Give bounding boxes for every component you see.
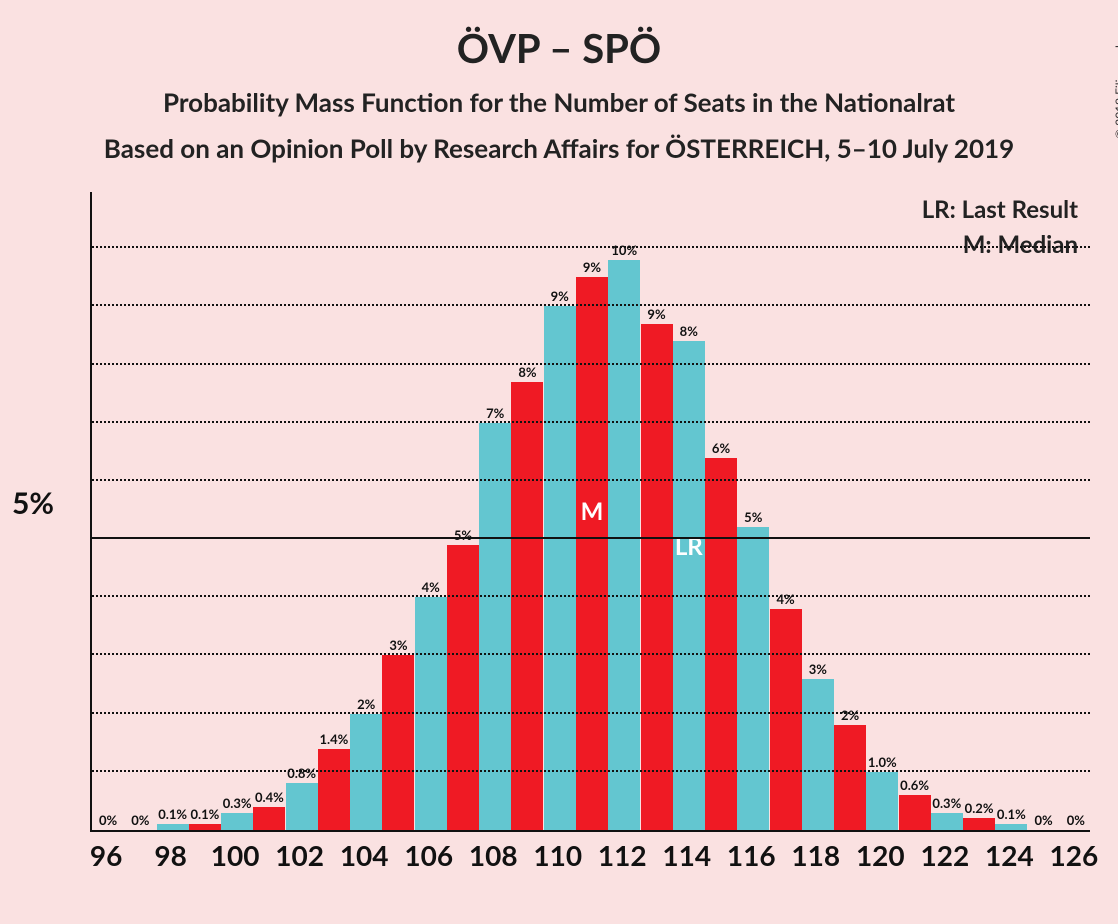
- bar: [157, 824, 189, 830]
- x-tick-label: 116: [727, 838, 776, 872]
- bar-value-label: 6%: [691, 440, 751, 456]
- bar: [834, 725, 866, 830]
- bar: [576, 277, 608, 830]
- gridline: [92, 246, 1090, 248]
- bar: [673, 341, 705, 830]
- x-tick-label: 108: [469, 838, 518, 872]
- bar: [447, 545, 479, 830]
- bar: [415, 597, 447, 830]
- x-tick-label: 102: [275, 838, 324, 872]
- x-tick-label: 104: [340, 838, 389, 872]
- x-tick-label: 96: [90, 838, 122, 872]
- bar-value-label: 3%: [788, 661, 848, 677]
- gridline: [92, 595, 1090, 597]
- bar: [608, 260, 640, 830]
- gridline: [92, 712, 1090, 714]
- bar: [318, 749, 350, 830]
- copyright-text: © 2019 Filip van Laenen: [1112, 10, 1118, 139]
- bar-value-label: 9%: [627, 306, 687, 322]
- bar: [221, 813, 253, 830]
- bar-value-label: 4%: [756, 591, 816, 607]
- x-tick-label: 124: [985, 838, 1034, 872]
- bar: [511, 382, 543, 830]
- x-tick-label: 98: [154, 838, 186, 872]
- gridline: [92, 421, 1090, 423]
- bar-value-label: 8%: [659, 323, 719, 339]
- bar: [286, 783, 318, 830]
- plot-region: 0%0%0.1%0.1%0.3%0.4%0.8%1.4%2%3%4%5%7%8%…: [90, 192, 1090, 832]
- chart-title: ÖVP – SPÖ: [0, 24, 1118, 72]
- bar-value-label: 1.0%: [852, 754, 912, 770]
- bar: [641, 324, 673, 830]
- x-tick-label: 118: [791, 838, 840, 872]
- x-tick-label: 106: [404, 838, 453, 872]
- gridline: [92, 304, 1090, 306]
- gridline: [92, 537, 1090, 539]
- bar: [189, 824, 221, 830]
- bar-value-label: 0%: [1046, 812, 1106, 828]
- bar-value-label: 10%: [594, 242, 654, 258]
- x-tick-label: 122: [920, 838, 969, 872]
- bar: [382, 655, 414, 830]
- bar-annotation: M: [581, 497, 604, 526]
- gridline: [92, 479, 1090, 481]
- bars-container: 0%0%0.1%0.1%0.3%0.4%0.8%1.4%2%3%4%5%7%8%…: [92, 192, 1090, 830]
- title-block: ÖVP – SPÖ Probability Mass Function for …: [0, 0, 1118, 164]
- bar-value-label: 2%: [820, 707, 880, 723]
- chart-subtitle-1: Probability Mass Function for the Number…: [0, 86, 1118, 118]
- x-tick-label: 100: [211, 838, 260, 872]
- x-tick-label: 114: [662, 838, 711, 872]
- bar: [253, 807, 285, 830]
- gridline: [92, 770, 1090, 772]
- bar: [802, 679, 834, 830]
- x-tick-label: 110: [533, 838, 582, 872]
- bar-value-label: 0.6%: [885, 777, 945, 793]
- x-tick-label: 120: [856, 838, 905, 872]
- x-tick-label: 126: [1049, 838, 1098, 872]
- bar: [770, 609, 802, 830]
- bar-value-label: 5%: [723, 509, 783, 525]
- bar: [544, 306, 576, 830]
- bar: [737, 527, 769, 830]
- x-tick-label: 112: [598, 838, 647, 872]
- y-axis-label: 5%: [12, 485, 54, 521]
- gridline: [92, 363, 1090, 365]
- gridline: [92, 653, 1090, 655]
- chart-subtitle-2: Based on an Opinion Poll by Research Aff…: [0, 132, 1118, 164]
- chart-area: 0%0%0.1%0.1%0.3%0.4%0.8%1.4%2%3%4%5%7%8%…: [90, 192, 1105, 872]
